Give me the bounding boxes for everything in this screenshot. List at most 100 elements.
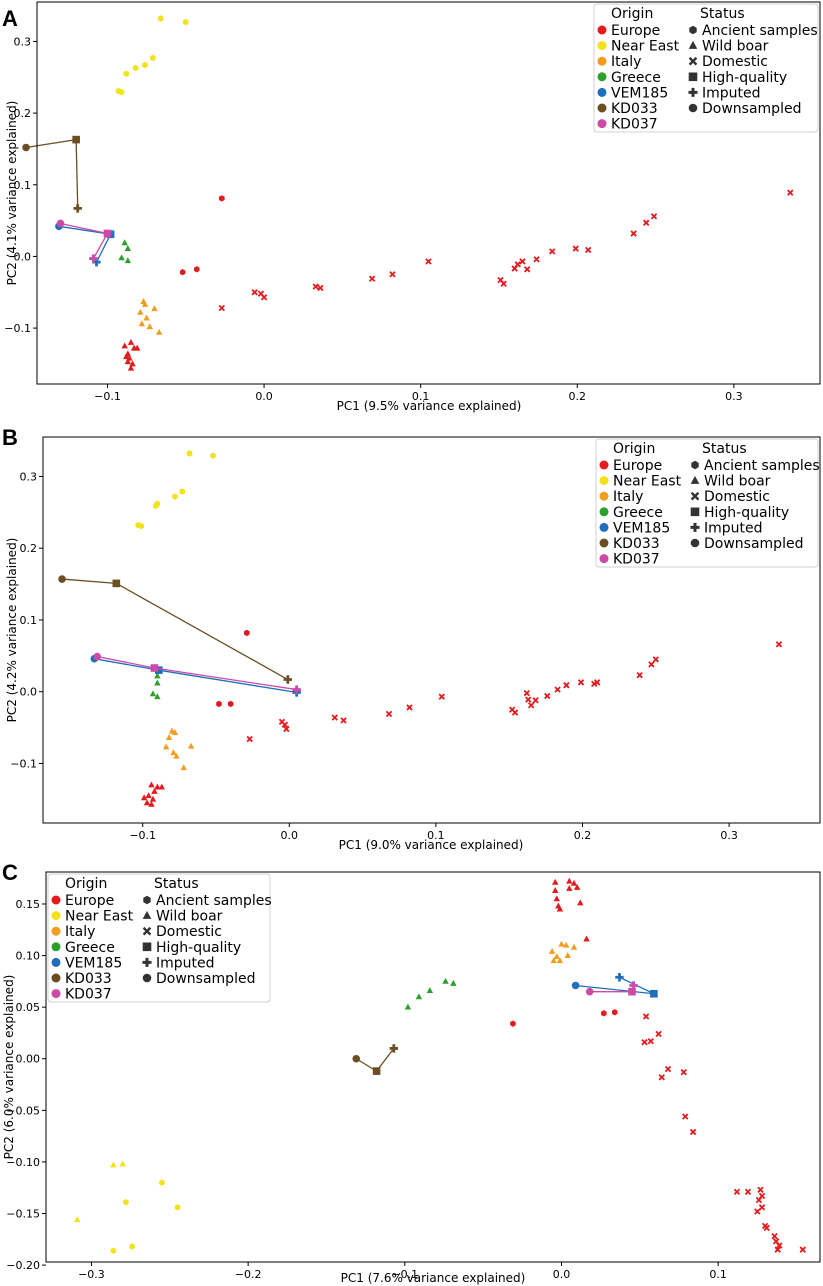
- greece-triangle-point: [118, 254, 125, 261]
- europe-x-point: [648, 661, 655, 668]
- near-east-hexagon-point: [183, 18, 189, 26]
- europe-x-point: [525, 696, 532, 703]
- legend-origin-label: Italy: [611, 54, 641, 70]
- europe-x-point: [577, 679, 585, 686]
- legend-square-symbol: [688, 72, 698, 82]
- europe-triangle-point: [566, 884, 573, 891]
- legend-status-label: Ancient samples: [156, 893, 272, 909]
- legend-near-east-swatch: [597, 41, 607, 51]
- x-tick-label: 0.1: [427, 829, 445, 842]
- europe-x-point: [500, 280, 507, 287]
- legend-triangle-symbol: [142, 910, 152, 919]
- legend-status-label: Imputed: [156, 955, 215, 971]
- near-east-hexagon-point: [174, 1204, 181, 1211]
- legend-status-label: Imputed: [702, 85, 761, 101]
- europe-x-point: [523, 266, 531, 273]
- europe-x-point: [549, 248, 556, 255]
- legend-kd033-swatch: [599, 538, 609, 548]
- europe-triangle-point: [556, 905, 564, 912]
- greece-triangle-point: [154, 679, 161, 686]
- kd033-hq-to-imputed-line: [75, 139, 79, 209]
- kd037-imputed-point: [629, 981, 638, 990]
- near-east-hexagon-point: [129, 1243, 135, 1250]
- europe-hexagon-point: [244, 629, 250, 637]
- legend-italy-swatch: [51, 926, 61, 936]
- legend-status-title: Status: [700, 6, 745, 22]
- x-tick-label: 0.1: [412, 390, 430, 403]
- europe-triangle-point: [577, 899, 584, 906]
- italy-triangle-point: [180, 764, 187, 771]
- europe-x-point: [647, 1038, 654, 1045]
- europe-triangle-point: [552, 878, 559, 885]
- italy-triangle-point: [155, 328, 163, 335]
- y-tick-label: 0.2: [20, 542, 38, 555]
- near-east-hexagon-point: [123, 1199, 129, 1206]
- legend-status-title: Status: [702, 441, 747, 457]
- kd037-hq-to-downsampled-line: [97, 655, 155, 669]
- europe-x-point: [544, 692, 551, 700]
- europe-triangle-point: [127, 338, 135, 345]
- legend-origin-label: Europe: [611, 23, 660, 39]
- vem185-hq-to-downsampled-line: [575, 984, 654, 995]
- europe-triangle-point: [145, 792, 152, 799]
- near-east-hexagon-point: [179, 488, 185, 495]
- europe-x-point: [331, 714, 338, 721]
- near-east-hexagon-point: [150, 54, 156, 62]
- legend-origin-title: Origin: [65, 876, 107, 892]
- europe-x-point: [758, 1204, 766, 1211]
- panel-a-plot: −0.1 0.0 0.1 0.2 0.3 −0.1 0.0 0.1 0.2 0.3: [4, 15, 794, 403]
- europe-triangle-point: [570, 879, 578, 886]
- europe-x-point: [754, 1208, 761, 1215]
- europe-triangle-point: [573, 883, 581, 890]
- near-east-hexagon-point: [153, 502, 159, 510]
- panel-c-x-axis-title: PC1 (7.6% variance explained): [341, 1271, 526, 1285]
- europe-x-point: [650, 213, 658, 220]
- europe-triangle-point: [566, 877, 573, 884]
- italy-triangle-point: [151, 305, 158, 312]
- europe-triangle-point: [143, 799, 151, 806]
- italy-triangle-point: [170, 749, 177, 756]
- legend-origin-label: Europe: [65, 893, 114, 909]
- legend-circle-symbol: [690, 538, 700, 548]
- europe-x-point: [658, 1074, 665, 1081]
- kd037-downsampled-point: [93, 652, 102, 661]
- panel-b-frame: [42, 436, 821, 824]
- y-tick-label: −0.1: [4, 322, 31, 335]
- panel-c: C −0.3 −0.2 −0.1 0.0 0.1 −0.20 −0.15 −0.10 −0.05…: [2, 860, 821, 1285]
- italy-triangle-point: [187, 742, 195, 749]
- y-tick-label: 0.05: [16, 1001, 41, 1014]
- near-east-hexagon-point: [186, 450, 193, 457]
- legend-origin-label: Near East: [613, 474, 682, 490]
- europe-x-point: [655, 1030, 662, 1038]
- europe-hexagon-point: [179, 269, 186, 276]
- europe-triangle-point: [158, 783, 165, 790]
- europe-x-point: [312, 283, 319, 290]
- legend-status-label: Domestic: [702, 54, 768, 70]
- legend-origin-label: KD037: [611, 117, 658, 133]
- legend-origin-label: Europe: [613, 458, 662, 474]
- legend-x-symbol: [688, 56, 698, 66]
- x-tick-label: −0.1: [94, 390, 121, 403]
- y-tick-label: 0.15: [16, 898, 41, 911]
- greece-triangle-point: [124, 257, 132, 264]
- italy-triangle-point: [171, 729, 179, 735]
- europe-triangle-point: [148, 781, 155, 788]
- europe-triangle-point: [148, 800, 155, 807]
- kd033-high-quality-point: [372, 1067, 381, 1075]
- europe-x-point: [218, 304, 225, 312]
- europe-x-point: [799, 1246, 806, 1253]
- europe-x-point: [385, 710, 393, 718]
- europe-x-point: [733, 1188, 741, 1196]
- europe-triangle-point: [151, 787, 158, 794]
- europe-hexagon-point: [216, 700, 222, 708]
- europe-x-point: [776, 1242, 783, 1249]
- y-tick-label: 0.1: [20, 614, 38, 627]
- near-east-hexagon-point: [132, 64, 139, 72]
- panel-a-frame: [36, 1, 821, 385]
- europe-x-point: [368, 275, 376, 282]
- legend-origin-label: Greece: [65, 940, 115, 956]
- x-tick-label: 0.0: [553, 1268, 571, 1281]
- x-tick-label: −0.3: [78, 1268, 105, 1281]
- kd033-hq-to-imputed-line: [115, 582, 289, 681]
